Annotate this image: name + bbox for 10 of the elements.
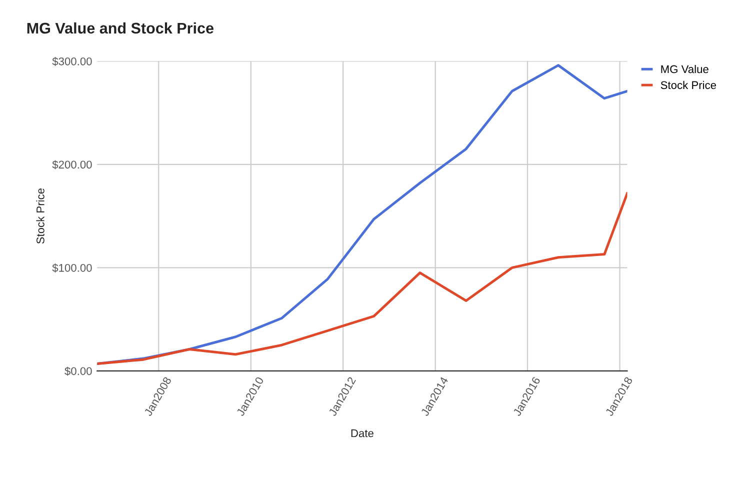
- y-tick-label: $100.00: [52, 263, 92, 272]
- y-axis-title: Stock Price: [36, 188, 44, 244]
- y-tick-label: $200.00: [52, 160, 92, 170]
- y-tick-label: $300.00: [52, 56, 92, 66]
- y-tick-label: $0.00: [64, 366, 92, 376]
- legend-label: Stock Price: [660, 80, 716, 90]
- chart-title: MG Value and Stock Price: [27, 22, 214, 34]
- line-series: [97, 192, 628, 365]
- x-axis-title: Date: [351, 429, 374, 438]
- legend-label: MG Value: [661, 64, 708, 74]
